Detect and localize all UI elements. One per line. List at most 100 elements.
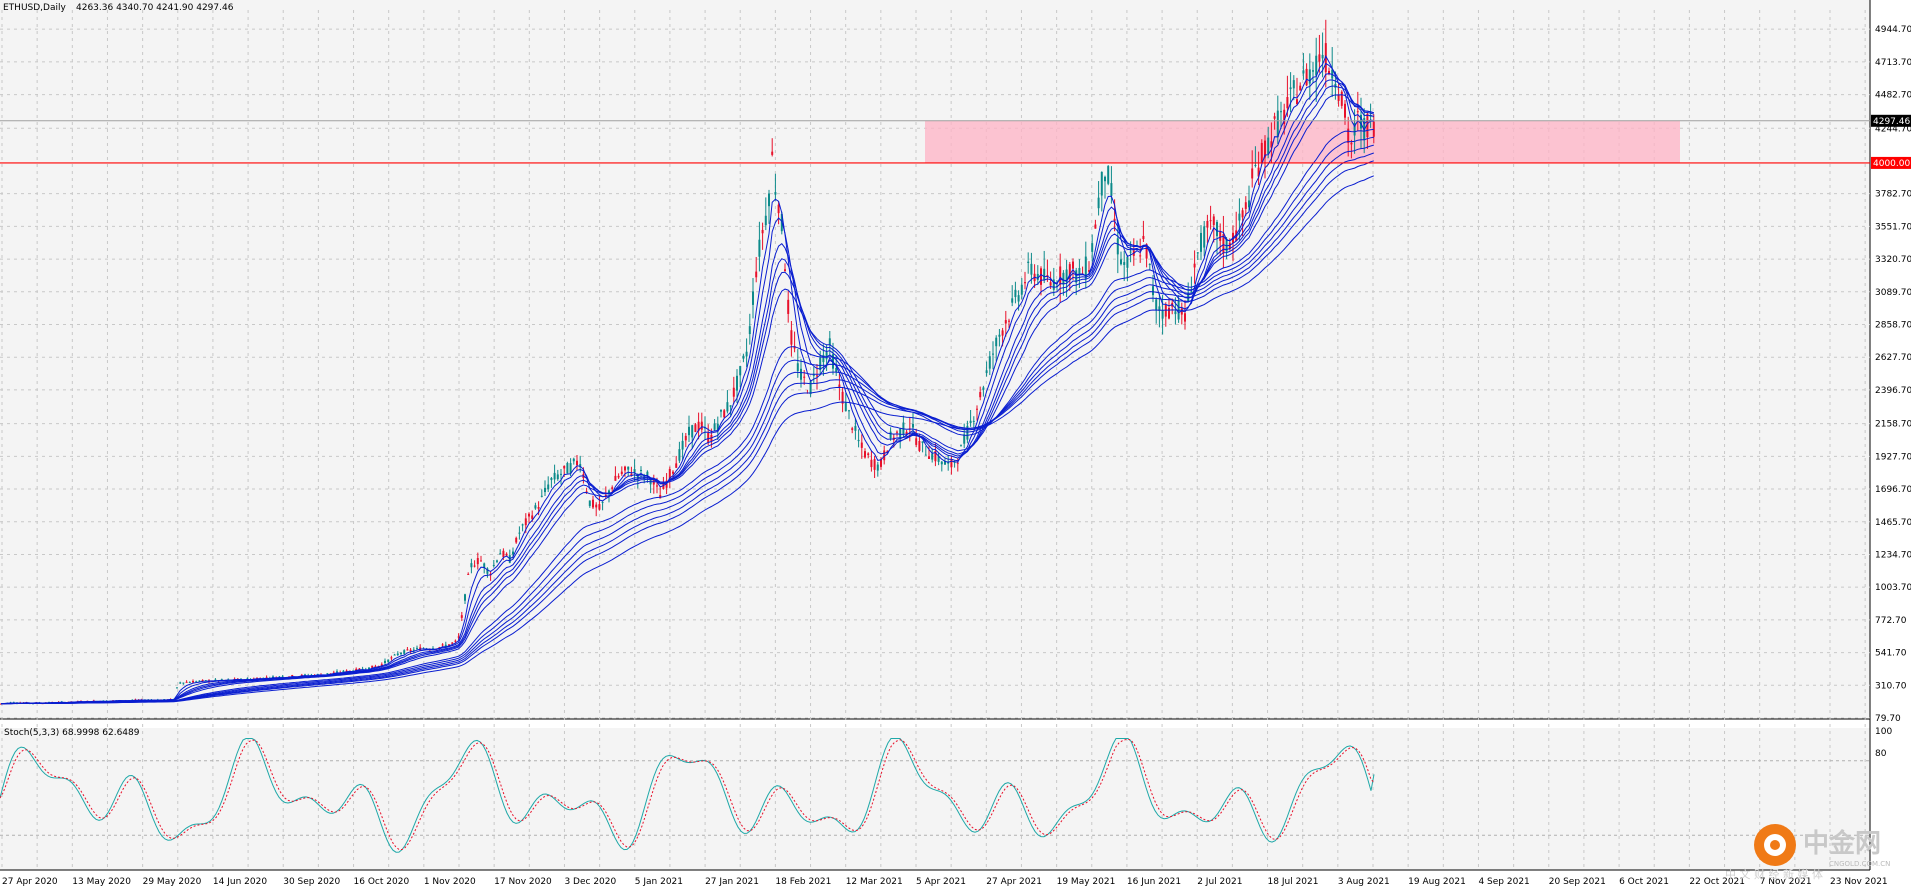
candle-body — [944, 460, 946, 465]
candle-body — [553, 472, 556, 480]
candle-body — [726, 402, 729, 412]
candle-body — [1152, 286, 1154, 296]
x-tick-label: 2 Jul 2021 — [1197, 877, 1242, 887]
candle-body — [1129, 251, 1132, 253]
candle-body — [326, 673, 329, 675]
candle-body — [1264, 140, 1266, 158]
candle-body — [512, 551, 514, 555]
candle-body — [1286, 97, 1289, 109]
candle-body — [457, 636, 460, 638]
x-tick-label: 12 Mar 2021 — [846, 877, 903, 887]
stoch-k-line — [0, 738, 1375, 853]
candle-body — [1302, 70, 1305, 74]
candle-body — [371, 665, 374, 668]
candle-body — [1257, 167, 1260, 177]
x-tick-label: 19 May 2021 — [1057, 877, 1116, 887]
candle-body — [185, 681, 188, 683]
candle-body — [1148, 263, 1151, 266]
candle-body — [1139, 255, 1142, 257]
candle-body — [668, 468, 671, 479]
candle-body — [515, 537, 518, 543]
candle-body — [1235, 230, 1238, 242]
watermark-brand: 中金网 — [1803, 828, 1881, 859]
candle-body — [182, 682, 185, 684]
candle-body — [777, 204, 780, 214]
candle-body — [1065, 269, 1068, 283]
candle-body — [976, 408, 978, 410]
candle-body — [214, 679, 217, 681]
candle-body — [809, 381, 812, 395]
candle-body — [1168, 307, 1170, 319]
level-tag — [1871, 156, 1911, 169]
candle-body — [998, 334, 1001, 337]
candle-body — [931, 453, 934, 460]
candle-body — [758, 239, 761, 257]
y-tick-label: 1696.70 — [1875, 485, 1911, 495]
candle-body — [636, 474, 639, 480]
y-tick-label: 3320.70 — [1875, 255, 1911, 265]
candle-body — [1203, 226, 1206, 248]
candle-body — [982, 387, 985, 390]
candle-body — [1321, 54, 1324, 59]
candle-body — [505, 553, 508, 556]
candle-body — [1161, 310, 1164, 319]
candle-body — [988, 356, 991, 369]
candle-body — [1164, 304, 1167, 317]
y-tick-label: 1465.70 — [1875, 518, 1911, 528]
candle-body — [1280, 111, 1282, 113]
candle-body — [569, 463, 572, 474]
candle-body — [646, 471, 649, 476]
x-tick-label: 1 Nov 2020 — [424, 877, 476, 887]
candle-body — [1075, 270, 1078, 283]
candle-body — [960, 445, 962, 447]
watermark-url: CNGOLD.COM.CN — [1829, 860, 1890, 868]
price-tag — [1871, 114, 1911, 127]
x-tick-label: 27 Apr 2021 — [986, 877, 1042, 887]
candle-body — [640, 469, 642, 471]
candle-body — [1142, 235, 1145, 240]
candle-body — [400, 653, 402, 655]
candle-body — [742, 355, 745, 359]
candle-body — [883, 450, 886, 461]
candle-body — [774, 192, 777, 195]
candle-body — [576, 460, 578, 466]
candle-body — [579, 464, 582, 468]
candle-body — [528, 513, 530, 517]
candle-body — [195, 681, 198, 683]
candle-body — [524, 518, 527, 526]
candle-body — [342, 670, 345, 673]
candle-body — [934, 451, 937, 462]
candle-body — [483, 563, 486, 569]
candle-body — [956, 462, 959, 464]
candle-body — [544, 487, 546, 493]
candle-body — [1248, 200, 1250, 208]
x-tick-label: 17 Nov 2020 — [494, 877, 552, 887]
candle-body — [684, 435, 687, 441]
watermark: 中金网 CNGOLD.COM.CN 中 文 财 经 新 媒 体 — [1725, 824, 1890, 881]
candle-body — [972, 420, 975, 422]
x-tick-label: 18 Jul 2021 — [1268, 877, 1319, 887]
candle-body — [1008, 320, 1010, 322]
candle-body — [979, 392, 982, 398]
candle-body — [416, 647, 418, 649]
y-tick-label: 3551.70 — [1875, 222, 1911, 232]
candle-body — [1315, 55, 1318, 76]
price-tag-label: 4297.46 — [1873, 117, 1910, 127]
candle-body — [1059, 266, 1062, 285]
candle-body — [800, 368, 802, 380]
candle-body — [630, 473, 633, 476]
candle-body — [675, 463, 678, 468]
candle-body — [1184, 313, 1186, 322]
candle-body — [928, 456, 930, 459]
candle-body — [796, 363, 799, 371]
candle-body — [1017, 295, 1020, 302]
candle-body — [1273, 116, 1276, 119]
x-tick-label: 4 Sep 2021 — [1478, 877, 1529, 887]
candle-body — [604, 494, 607, 496]
candle-body — [176, 687, 178, 689]
candle-body — [588, 500, 591, 506]
candle-body — [1145, 244, 1148, 259]
candle-body — [563, 465, 566, 469]
